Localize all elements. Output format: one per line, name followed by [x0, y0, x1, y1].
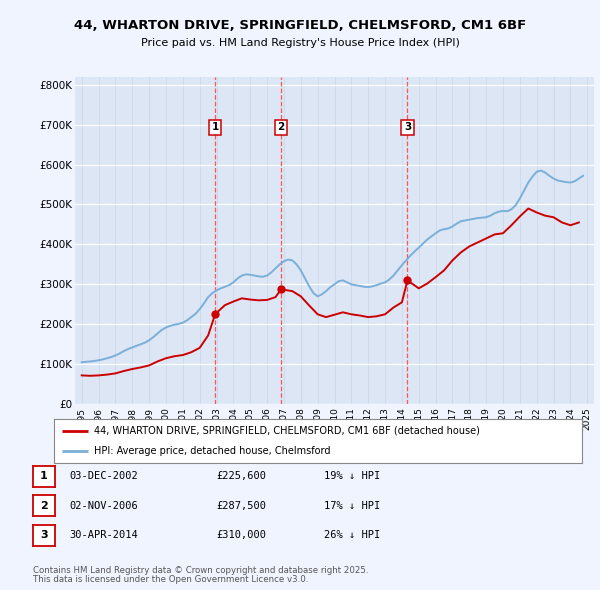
Text: 1: 1 — [212, 123, 219, 132]
Text: 2: 2 — [40, 501, 47, 510]
Text: 3: 3 — [404, 123, 411, 132]
Text: 26% ↓ HPI: 26% ↓ HPI — [324, 530, 380, 540]
Text: £225,600: £225,600 — [216, 471, 266, 481]
Text: 30-APR-2014: 30-APR-2014 — [69, 530, 138, 540]
Text: HPI: Average price, detached house, Chelmsford: HPI: Average price, detached house, Chel… — [94, 446, 330, 456]
Text: This data is licensed under the Open Government Licence v3.0.: This data is licensed under the Open Gov… — [33, 575, 308, 584]
Text: 44, WHARTON DRIVE, SPRINGFIELD, CHELMSFORD, CM1 6BF (detached house): 44, WHARTON DRIVE, SPRINGFIELD, CHELMSFO… — [94, 426, 479, 436]
Text: 03-DEC-2002: 03-DEC-2002 — [69, 471, 138, 481]
Text: Contains HM Land Registry data © Crown copyright and database right 2025.: Contains HM Land Registry data © Crown c… — [33, 566, 368, 575]
Text: 44, WHARTON DRIVE, SPRINGFIELD, CHELMSFORD, CM1 6BF: 44, WHARTON DRIVE, SPRINGFIELD, CHELMSFO… — [74, 19, 526, 32]
Text: 3: 3 — [40, 530, 47, 540]
Text: Price paid vs. HM Land Registry's House Price Index (HPI): Price paid vs. HM Land Registry's House … — [140, 38, 460, 48]
Text: 2: 2 — [277, 123, 285, 132]
Text: 1: 1 — [40, 471, 47, 481]
Text: £287,500: £287,500 — [216, 501, 266, 510]
Text: 19% ↓ HPI: 19% ↓ HPI — [324, 471, 380, 481]
Text: 17% ↓ HPI: 17% ↓ HPI — [324, 501, 380, 510]
Text: £310,000: £310,000 — [216, 530, 266, 540]
Text: 02-NOV-2006: 02-NOV-2006 — [69, 501, 138, 510]
